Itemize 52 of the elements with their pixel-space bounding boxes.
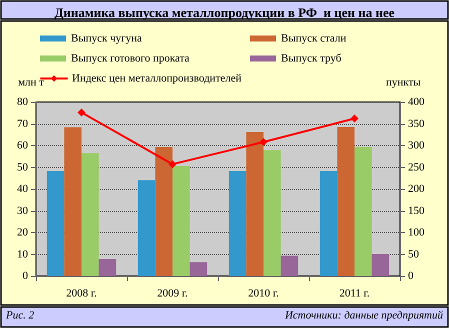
x-tick-label: 2011 г. bbox=[339, 288, 370, 300]
text: Рис. 2 bbox=[5, 310, 35, 322]
y-tick-label: 20 bbox=[17, 226, 28, 238]
bar bbox=[264, 150, 281, 276]
bar bbox=[155, 147, 172, 276]
bar bbox=[280, 256, 298, 276]
y2-axis-title: пункты bbox=[386, 76, 422, 88]
text: Источники: данные предприятий bbox=[284, 310, 444, 322]
y2-tick-label: 50 bbox=[408, 248, 420, 260]
bar bbox=[354, 147, 372, 276]
bar bbox=[228, 170, 246, 276]
y2-tick-label: 0 bbox=[408, 270, 414, 282]
point bbox=[168, 160, 176, 168]
y2-tick-label: 300 bbox=[408, 140, 425, 152]
y2-tick-label: 400 bbox=[408, 96, 425, 108]
legend-label: Выпуск чугуна bbox=[71, 32, 142, 44]
point bbox=[350, 114, 358, 123]
y2-tick-label: 200 bbox=[408, 183, 425, 195]
bar bbox=[64, 127, 82, 276]
y-tick-label: 40 bbox=[17, 183, 28, 195]
y2-tick-label: 250 bbox=[408, 161, 425, 174]
bar bbox=[337, 127, 354, 276]
y-tick-label: 80 bbox=[17, 96, 28, 108]
y-tick-label: 70 bbox=[17, 118, 28, 130]
x-tick-label: 2009 г. bbox=[157, 288, 188, 300]
legend-label: Индекс цен металлопроизводителей bbox=[72, 72, 242, 84]
bar bbox=[246, 132, 264, 276]
y2-tick-label: 350 bbox=[408, 118, 425, 130]
legend-label: Выпуск труб bbox=[281, 52, 342, 64]
y-axis-title: млн т bbox=[18, 76, 44, 88]
y-tick-label: 60 bbox=[17, 140, 28, 152]
legend-label: Выпуск стали bbox=[281, 32, 346, 44]
legend-label: Выпуск готового проката bbox=[71, 52, 190, 64]
bar bbox=[172, 166, 190, 276]
y2-tick-label: 100 bbox=[408, 226, 425, 238]
bar bbox=[320, 170, 338, 276]
x-tick-label: 2010 г. bbox=[248, 288, 280, 300]
y-tick-label: 0 bbox=[22, 270, 28, 282]
bar bbox=[138, 180, 156, 276]
x-tick-label: 2008 г. bbox=[66, 288, 98, 300]
bar bbox=[46, 170, 64, 276]
y2-tick-label: 150 bbox=[408, 204, 425, 217]
point bbox=[78, 108, 86, 116]
bar bbox=[190, 262, 208, 276]
y-tick-label: 10 bbox=[17, 248, 28, 260]
bar bbox=[98, 259, 116, 276]
bar bbox=[372, 254, 390, 276]
point bbox=[260, 138, 268, 146]
bar bbox=[82, 153, 99, 276]
y-tick-label: 30 bbox=[17, 204, 28, 217]
chart-title: Динамика выпуска металлопродукции в РФ и цен на нее bbox=[54, 5, 395, 20]
y-tick-label: 50 bbox=[17, 161, 28, 174]
